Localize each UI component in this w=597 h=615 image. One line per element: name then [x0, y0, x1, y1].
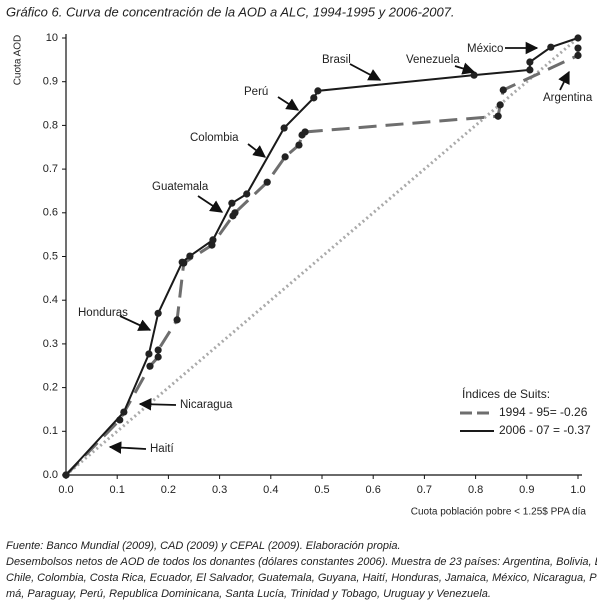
- annotation: Argentina: [543, 92, 593, 104]
- y-tick-label: 0.9: [43, 76, 58, 88]
- data-point: [231, 209, 239, 217]
- x-tick-label: 0.8: [468, 484, 483, 496]
- x-tick-label: 0.7: [417, 484, 432, 496]
- data-point: [574, 34, 582, 42]
- annotation: Nicaragua: [180, 399, 233, 411]
- annotation: Colombia: [190, 132, 239, 144]
- annotation-arrow: [349, 63, 382, 81]
- annotation-arrow: [277, 96, 300, 111]
- annotation: Perú: [244, 86, 268, 98]
- data-point: [186, 252, 194, 260]
- legend-title: Índices de Suits:: [462, 386, 550, 401]
- annotation-arrow: [138, 398, 177, 411]
- data-point: [526, 66, 534, 74]
- data-point: [120, 408, 128, 416]
- chart-title: Gráfico 6. Curva de concentración de la …: [6, 4, 455, 19]
- data-point: [154, 309, 162, 317]
- y-tick-label: 0.5: [43, 250, 58, 262]
- data-point: [173, 316, 181, 324]
- annotation: Guatemala: [152, 181, 209, 193]
- x-tick-label: 0.3: [212, 484, 227, 496]
- data-point: [281, 153, 289, 161]
- data-point: [310, 94, 318, 102]
- footnote: má, Paraguay, Perú, Republica Dominicana…: [6, 588, 491, 600]
- annotation-arrow: [119, 315, 152, 331]
- data-point: [314, 87, 322, 95]
- data-point: [178, 258, 186, 266]
- y-tick-label: 0.7: [43, 163, 58, 175]
- x-tick-label: 1.0: [570, 484, 585, 496]
- y-tick-label: 0.2: [43, 382, 58, 394]
- x-tick-label: 0.9: [519, 484, 534, 496]
- annotation: Brasil: [322, 54, 351, 66]
- data-point: [526, 58, 534, 66]
- annotation-arrow: [247, 143, 267, 158]
- data-point: [62, 471, 70, 479]
- annotation-arrow: [197, 195, 224, 213]
- annotation: Haití: [150, 443, 174, 455]
- y-tick-label: 0.1: [43, 425, 58, 437]
- data-point: [243, 190, 251, 198]
- x-tick-label: 0.6: [366, 484, 381, 496]
- data-point: [263, 178, 271, 186]
- x-axis-label: Cuota población pobre < 1.25$ PPA día: [411, 507, 587, 518]
- legend-label: 2006 - 07 = -0.37: [499, 423, 591, 437]
- annotation: Honduras: [78, 307, 128, 319]
- data-point: [574, 44, 582, 52]
- data-point: [145, 350, 153, 358]
- footnote: Fuente: Banco Mundial (2009), CAD (2009)…: [6, 540, 401, 552]
- footnote: Chile, Colombia, Costa Rica, Ecuador, El…: [6, 572, 597, 584]
- x-tick-label: 0.2: [161, 484, 176, 496]
- data-point: [228, 199, 236, 207]
- data-point: [301, 128, 309, 136]
- footnote: Desembolsos netos de AOD de todos los do…: [6, 556, 597, 568]
- data-point: [496, 101, 504, 109]
- data-point: [209, 236, 217, 244]
- data-point: [295, 141, 303, 149]
- x-tick-label: 0.1: [110, 484, 125, 496]
- legend-label: 1994 - 95= -0.26: [499, 405, 588, 419]
- annotation: Venezuela: [406, 54, 460, 66]
- y-tick-label: 0.0: [43, 469, 58, 481]
- data-point: [154, 346, 162, 354]
- annotation-arrow: [108, 441, 147, 454]
- y-tick-label: 0.3: [43, 338, 58, 350]
- y-tick-label: 0.4: [43, 294, 58, 306]
- data-point: [499, 86, 507, 94]
- x-tick-label: 0.4: [263, 484, 278, 496]
- data-point: [547, 43, 555, 51]
- x-tick-label: 0.5: [314, 484, 329, 496]
- data-point: [470, 71, 478, 79]
- data-point: [154, 353, 162, 361]
- x-tick-label: 0.0: [58, 484, 73, 496]
- annotation: México: [467, 43, 503, 55]
- y-axis-label: Cuota AOD: [13, 35, 24, 86]
- data-point: [494, 112, 502, 120]
- annotation-arrow: [558, 70, 570, 91]
- data-point: [280, 124, 288, 132]
- data-point: [574, 51, 582, 60]
- y-tick-label: 10: [46, 32, 58, 44]
- data-point: [146, 362, 154, 370]
- equality-line: [65, 36, 579, 477]
- annotation-arrow: [454, 62, 476, 75]
- y-tick-label: 0.6: [43, 207, 58, 219]
- y-tick-label: 0.8: [43, 119, 58, 131]
